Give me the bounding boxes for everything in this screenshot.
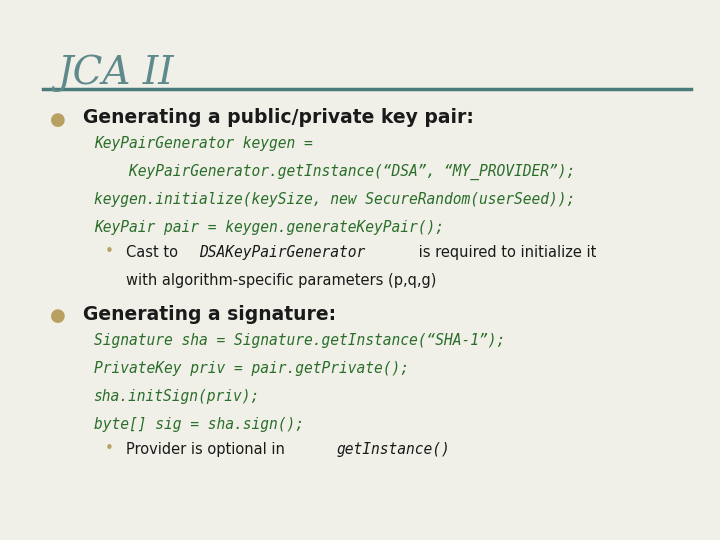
Text: JCA II: JCA II (58, 54, 174, 91)
Text: sha.initSign(priv);: sha.initSign(priv); (94, 389, 260, 404)
Text: Generating a public/private key pair:: Generating a public/private key pair: (83, 108, 474, 127)
Text: KeyPairGenerator keygen =: KeyPairGenerator keygen = (94, 136, 312, 151)
Text: getInstance(): getInstance() (337, 442, 451, 457)
Text: Cast to: Cast to (126, 245, 183, 260)
Text: •: • (104, 441, 113, 456)
Text: ●: ● (50, 111, 66, 129)
Text: •: • (104, 244, 113, 259)
Text: keygen.initialize(keySize, new SecureRandom(userSeed));: keygen.initialize(keySize, new SecureRan… (94, 192, 575, 207)
Text: KeyPairGenerator.getInstance(“DSA”, “MY_PROVIDER”);: KeyPairGenerator.getInstance(“DSA”, “MY_… (94, 164, 575, 180)
Text: with algorithm-specific parameters (p,q,g): with algorithm-specific parameters (p,q,… (126, 273, 436, 288)
Text: KeyPair pair = keygen.generateKeyPair();: KeyPair pair = keygen.generateKeyPair(); (94, 220, 444, 235)
Text: ●: ● (50, 307, 66, 325)
Text: byte[] sig = sha.sign();: byte[] sig = sha.sign(); (94, 417, 304, 433)
Text: DSAKeyPairGenerator: DSAKeyPairGenerator (199, 245, 365, 260)
Text: Signature sha = Signature.getInstance(“SHA-1”);: Signature sha = Signature.getInstance(“S… (94, 333, 505, 348)
Text: Generating a signature:: Generating a signature: (83, 305, 336, 323)
Text: PrivateKey priv = pair.getPrivate();: PrivateKey priv = pair.getPrivate(); (94, 361, 409, 376)
Text: Provider is optional in: Provider is optional in (126, 442, 289, 457)
Text: is required to initialize it: is required to initialize it (413, 245, 596, 260)
